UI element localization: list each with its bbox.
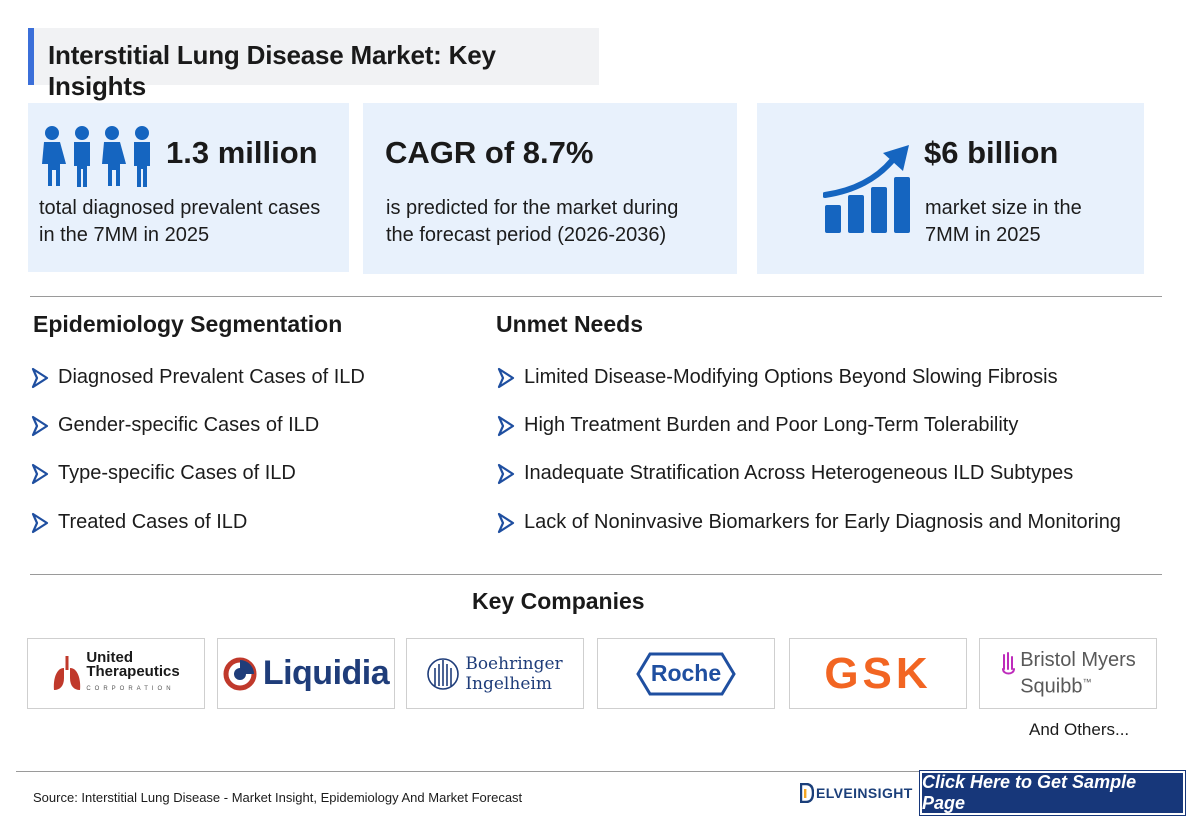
list-item-label: Lack of Noninvasive Biomarkers for Early… [524,511,1121,533]
logo-text: Bristol Myers [1020,649,1136,672]
stat-value: CAGR of 8.7% [385,135,594,170]
trademark-symbol: ™ [1082,677,1092,688]
logo-text: Ingelheim [465,673,552,694]
stat-description-line1: is predicted for the market during [386,197,679,219]
logo-text-line2: Squibb™ [1020,671,1136,698]
chevron-right-icon [31,512,49,533]
epidemiology-title: Epidemiology Segmentation [33,311,343,337]
logo-text: CORPORATION [86,686,175,692]
list-item-label: Inadequate Stratification Across Heterog… [524,462,1074,484]
page-title: Interstitial Lung Disease Market: Key In… [48,40,496,101]
bms-mark-icon [1002,652,1016,675]
list-item: High Treatment Burden and Poor Long-Term… [496,414,1018,437]
list-item: Diagnosed Prevalent Cases of ILD [30,366,365,389]
chevron-right-icon [31,463,49,484]
footer-divider [16,771,920,772]
boehringer-mark-icon [427,657,460,690]
stat-value: 1.3 million [166,135,318,170]
logo-text: Roche [650,659,722,686]
delveinsight-logo: ELVEINSIGHT [800,783,913,803]
liquidia-mark-icon [223,657,257,690]
chevron-right-icon [497,415,515,436]
logo-text: Therapeutics [86,663,180,680]
list-item-label: Type-specific Cases of ILD [58,462,296,484]
growth-chart-icon [823,145,910,233]
brand-text: ELVEINSIGHT [816,785,913,801]
get-sample-page-button[interactable]: Click Here to Get Sample Page [919,770,1186,816]
delveinsight-d-icon [800,783,814,803]
list-item-label: Limited Disease-Modifying Options Beyond… [524,366,1058,388]
list-item: Lack of Noninvasive Biomarkers for Early… [496,511,1121,534]
logo-united-therapeutics: United Therapeutics CORPORATION [27,638,205,709]
stat-description-line1: total diagnosed prevalent cases [39,197,321,219]
lungs-icon [54,655,81,690]
list-item-label: Treated Cases of ILD [58,511,248,533]
logo-text: GSK [824,648,932,698]
chevron-right-icon [31,367,49,388]
logo-text: United [86,649,133,666]
chevron-right-icon [497,512,515,533]
stat-description-line2: 7MM in 2025 [925,224,1041,246]
list-item: Limited Disease-Modifying Options Beyond… [496,366,1058,389]
stat-card-market-size: $6 billion market size in the 7MM in 202… [757,103,1144,274]
list-item: Gender-specific Cases of ILD [30,414,319,437]
logo-roche: Roche [597,638,775,709]
chevron-right-icon [497,367,515,388]
unmet-needs-title: Unmet Needs [496,311,643,337]
list-item-label: Gender-specific Cases of ILD [58,414,320,436]
key-companies-title: Key Companies [472,588,645,614]
logo-liquidia: Liquidia [217,638,395,709]
divider [30,574,1162,575]
logo-text: Liquidia [262,654,390,692]
stat-description-line2: in the 7MM in 2025 [39,224,210,246]
chevron-right-icon [31,415,49,436]
cta-label: Click Here to Get Sample Page [922,772,1137,813]
logo-text: Boehringer [465,653,563,674]
source-text: Source: Interstitial Lung Disease - Mark… [33,790,523,805]
people-icon [42,126,150,187]
stat-card-prevalent-cases: 1.3 million total diagnosed prevalent ca… [28,103,349,272]
logo-boehringer-ingelheim: Boehringer Ingelheim [406,638,584,709]
chevron-right-icon [497,463,515,484]
logo-bristol-myers-squibb: Bristol Myers Squibb™ [979,638,1157,709]
others-note: And Others... [1029,720,1130,739]
list-item-label: High Treatment Burden and Poor Long-Term… [524,414,1019,436]
roche-hexagon-icon [636,652,736,695]
list-item: Treated Cases of ILD [30,511,247,534]
list-item: Type-specific Cases of ILD [30,462,296,485]
stat-card-cagr: CAGR of 8.7% is predicted for the market… [363,103,737,274]
stat-description-line1: market size in the [925,197,1082,219]
logo-text: Squibb [1020,675,1083,698]
stat-description-line2: the forecast period (2026-2036) [386,224,667,246]
divider [30,296,1162,297]
list-item: Inadequate Stratification Across Heterog… [496,462,1073,485]
stat-value: $6 billion [924,135,1059,170]
list-item-label: Diagnosed Prevalent Cases of ILD [58,366,365,388]
page-title-box: Interstitial Lung Disease Market: Key In… [28,28,599,101]
logo-gsk: GSK [789,638,967,709]
